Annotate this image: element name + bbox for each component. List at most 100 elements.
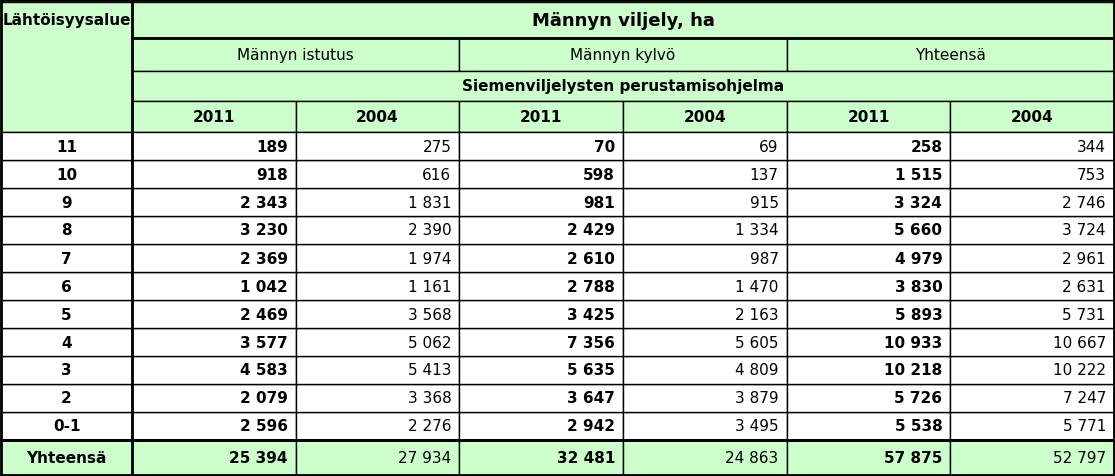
Bar [1,217,132,245]
Bar [950,356,1114,384]
Text: 5 538: 5 538 [894,418,942,434]
Text: 3 879: 3 879 [735,391,778,406]
Bar [1,440,132,475]
Bar [787,356,950,384]
Text: 3 425: 3 425 [568,307,615,322]
Text: 2004: 2004 [356,110,399,125]
Text: 2 961: 2 961 [1063,251,1106,266]
Text: 10 218: 10 218 [884,363,942,378]
Bar [623,384,787,412]
Bar [1,245,132,272]
Bar [787,384,950,412]
Text: 57 875: 57 875 [884,450,942,465]
Bar [132,217,295,245]
Text: 7 247: 7 247 [1063,391,1106,406]
Bar [950,328,1114,356]
Text: 25 394: 25 394 [230,450,288,465]
Bar [787,102,950,133]
Text: 918: 918 [256,167,288,182]
Bar [1,356,132,384]
Text: 2 369: 2 369 [240,251,288,266]
Text: 3 577: 3 577 [240,335,288,350]
Bar [623,102,787,133]
Bar [459,412,623,440]
Bar [623,356,787,384]
Bar [459,188,623,217]
Bar [623,412,787,440]
Text: 3 368: 3 368 [408,391,452,406]
Bar [623,440,787,475]
Text: 2 429: 2 429 [568,223,615,238]
Text: 2011: 2011 [847,110,890,125]
Bar [132,102,295,133]
Text: 3 495: 3 495 [735,418,778,434]
Text: 598: 598 [583,167,615,182]
Bar [132,72,1114,102]
Bar [623,300,787,328]
Text: 2 788: 2 788 [568,279,615,294]
Bar [295,328,459,356]
Text: 10 933: 10 933 [884,335,942,350]
Text: 2 746: 2 746 [1063,195,1106,210]
Text: Siemenviljelysten perustamisohjelma: Siemenviljelysten perustamisohjelma [462,79,784,94]
Bar [459,328,623,356]
Bar [950,245,1114,272]
Text: 3 724: 3 724 [1063,223,1106,238]
Text: 5 635: 5 635 [568,363,615,378]
Text: 10 222: 10 222 [1053,363,1106,378]
Bar [132,328,295,356]
Text: 275: 275 [423,139,452,154]
Text: 5 605: 5 605 [735,335,778,350]
Bar [787,272,950,300]
Text: 5 893: 5 893 [894,307,942,322]
Text: 2004: 2004 [683,110,726,125]
Text: 32 481: 32 481 [556,450,615,465]
Bar [295,412,459,440]
Text: 3: 3 [61,363,71,378]
Bar [787,412,950,440]
Bar [132,245,295,272]
Bar [623,188,787,217]
Text: 2 610: 2 610 [568,251,615,266]
Bar [623,245,787,272]
Bar [787,161,950,188]
Bar [132,412,295,440]
Text: 2 079: 2 079 [240,391,288,406]
Bar [1,328,132,356]
Text: 69: 69 [759,139,778,154]
Text: 11: 11 [56,139,77,154]
Text: 1 974: 1 974 [408,251,452,266]
Text: 5 731: 5 731 [1063,307,1106,322]
Text: 981: 981 [583,195,615,210]
Bar [295,272,459,300]
Text: 137: 137 [749,167,778,182]
Text: 2 469: 2 469 [240,307,288,322]
Bar [295,440,459,475]
Text: 2011: 2011 [520,110,562,125]
Text: 915: 915 [749,195,778,210]
Bar [132,161,295,188]
Bar [295,300,459,328]
Text: 344: 344 [1077,139,1106,154]
Text: 1 042: 1 042 [240,279,288,294]
Bar [295,133,459,161]
Bar [459,161,623,188]
Text: Männyn viljely, ha: Männyn viljely, ha [532,12,715,30]
Text: 1 831: 1 831 [408,195,452,210]
Text: 2 276: 2 276 [408,418,452,434]
Bar [1,412,132,440]
Bar [459,217,623,245]
Bar [623,217,787,245]
Bar [623,161,787,188]
Text: 1 515: 1 515 [895,167,942,182]
Text: 1 334: 1 334 [735,223,778,238]
Text: Lähtöisyysalue: Lähtöisyysalue [2,13,130,29]
Text: 2: 2 [61,391,71,406]
Text: 3 568: 3 568 [408,307,452,322]
Bar [950,217,1114,245]
Bar [132,133,295,161]
Text: 5 062: 5 062 [408,335,452,350]
Text: 5 413: 5 413 [408,363,452,378]
Text: 4 979: 4 979 [894,251,942,266]
Text: 4: 4 [61,335,71,350]
